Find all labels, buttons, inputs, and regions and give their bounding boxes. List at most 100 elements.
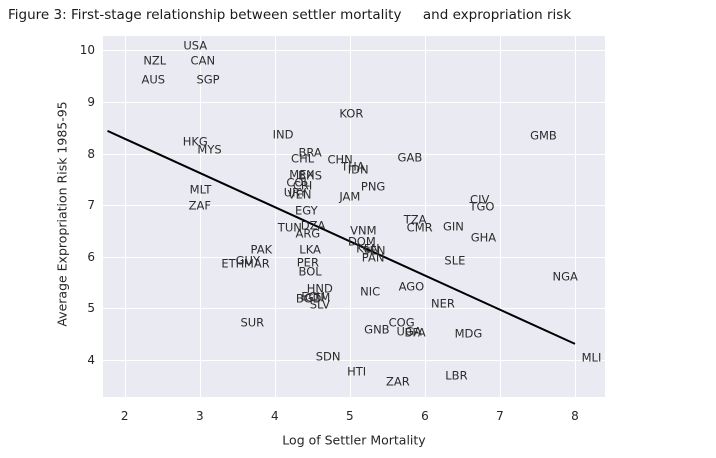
- x-tick-label-6: 6: [421, 409, 429, 423]
- country-label-gnb: GNB: [364, 322, 390, 337]
- country-label-zaf: ZAF: [188, 197, 211, 212]
- gridline-x-8: [574, 36, 576, 397]
- country-label-png: PNG: [360, 178, 386, 193]
- y-tick-label-7: 7: [87, 198, 95, 213]
- country-label-bhs: BHS: [298, 168, 323, 182]
- country-label-ecu: ECU: [301, 289, 325, 304]
- y-tick-label-4: 4: [87, 352, 95, 367]
- country-label-mys: MYS: [197, 142, 222, 157]
- country-label-can: CAN: [190, 53, 216, 67]
- gridline-x-2: [124, 36, 126, 397]
- country-label-mdg: MDG: [454, 326, 483, 341]
- x-tick-label-8: 8: [571, 409, 579, 423]
- x-tick-label-7: 7: [496, 409, 504, 423]
- country-label-tgo: TGO: [469, 198, 495, 213]
- country-label-zar: ZAR: [386, 373, 410, 388]
- country-label-lka: LKA: [299, 242, 321, 257]
- country-label-tun: TUN: [277, 220, 302, 235]
- country-label-ner: NER: [430, 296, 455, 311]
- y-tick-label-10: 10: [79, 43, 95, 58]
- country-label-nic: NIC: [360, 284, 381, 299]
- country-label-sgp: SGP: [196, 72, 220, 87]
- country-label-usa: USA: [183, 38, 208, 53]
- x-tick-label-3: 3: [195, 409, 204, 423]
- country-label-vnm: VNM: [350, 223, 377, 238]
- x-axis-label: Log of Settler Mortality: [282, 432, 426, 448]
- country-label-gtm: GTM: [304, 290, 331, 305]
- y-tick-label-5: 5: [87, 301, 95, 316]
- country-label-cri: CRI: [292, 177, 313, 192]
- gridline-x-7: [499, 36, 501, 397]
- country-label-civ: CIV: [470, 192, 490, 207]
- country-label-eth: ETH: [221, 256, 245, 271]
- country-label-chl: CHL: [291, 151, 315, 166]
- gridline-y-5: [103, 308, 605, 310]
- country-label-ago: AGO: [398, 279, 425, 294]
- country-label-ken: KEN: [356, 241, 380, 256]
- country-label-mar: MAR: [243, 256, 270, 271]
- country-label-jam: JAM: [339, 189, 361, 204]
- country-label-sdn: SDN: [315, 349, 341, 364]
- country-label-bfa: BFA: [404, 325, 426, 340]
- country-label-mli: MLI: [581, 350, 602, 365]
- gridline-y-7: [103, 205, 605, 207]
- country-label-dom: DOM: [347, 234, 376, 249]
- country-label-uga: UGA: [396, 324, 422, 339]
- country-label-cmr: CMR: [406, 220, 433, 235]
- y-tick-label-6: 6: [87, 249, 95, 264]
- country-label-lbr: LBR: [445, 368, 468, 383]
- country-label-per: PER: [296, 255, 319, 270]
- country-label-ven: VEN: [287, 187, 312, 202]
- gridline-x-5: [349, 36, 351, 397]
- country-label-tha: THA: [341, 159, 365, 174]
- plot-area: [103, 36, 605, 397]
- country-label-bra: BRA: [298, 144, 322, 159]
- country-label-mlt: MLT: [189, 181, 212, 196]
- country-label-col: COL: [286, 175, 310, 190]
- country-label-hkg: HKG: [182, 134, 208, 149]
- country-label-ind: IND: [272, 127, 294, 142]
- country-label-hnd: HND: [306, 280, 333, 295]
- country-label-tza: TZA: [403, 212, 427, 227]
- country-label-pan: PAN: [361, 250, 385, 265]
- country-label-arg: ARG: [295, 226, 321, 241]
- figure-title: Figure 3: First-stage relationship betwe…: [8, 7, 572, 23]
- country-label-hti: HTI: [347, 363, 367, 378]
- y-axis-label: Average Expropriation Risk 1985-95: [54, 100, 70, 327]
- gridline-y-6: [103, 256, 605, 258]
- country-label-bgd: BGD: [295, 291, 322, 306]
- country-label-sle: SLE: [444, 253, 466, 268]
- country-label-pak: PAK: [250, 242, 273, 257]
- country-label-kor: KOR: [339, 106, 364, 121]
- country-label-nzl: NZL: [143, 53, 167, 67]
- x-tick-label-2: 2: [120, 409, 129, 423]
- country-label-mex: MEX: [289, 166, 315, 181]
- country-label-egy: EGY: [295, 203, 318, 218]
- gridline-x-4: [274, 36, 276, 397]
- country-label-slv: SLV: [309, 296, 330, 311]
- gridline-y-9: [103, 102, 605, 103]
- country-label-sur: SUR: [240, 315, 265, 330]
- country-label-ury: URY: [283, 185, 307, 200]
- country-label-cog: COG: [388, 315, 415, 330]
- country-label-nga: NGA: [552, 269, 578, 284]
- x-tick-label-4: 4: [271, 409, 279, 423]
- country-label-gin: GIN: [442, 219, 464, 234]
- country-label-aus: AUS: [141, 72, 166, 87]
- country-label-guy: GUY: [235, 253, 260, 268]
- country-label-sen: SEN: [362, 243, 386, 258]
- gridline-x-3: [199, 36, 201, 397]
- country-label-idn: IDN: [347, 161, 369, 176]
- country-label-gab: GAB: [397, 149, 423, 164]
- country-label-gmb: GMB: [530, 127, 557, 142]
- country-label-chn: CHN: [327, 152, 353, 167]
- country-label-gha: GHA: [470, 230, 497, 245]
- country-label-dza: DZA: [300, 218, 326, 233]
- country-label-bol: BOL: [298, 263, 322, 278]
- gridline-y-10: [103, 50, 605, 52]
- y-tick-label-9: 9: [87, 95, 95, 109]
- y-tick-label-8: 8: [87, 146, 95, 161]
- gridline-y-4: [103, 359, 605, 361]
- x-tick-label-5: 5: [346, 409, 354, 423]
